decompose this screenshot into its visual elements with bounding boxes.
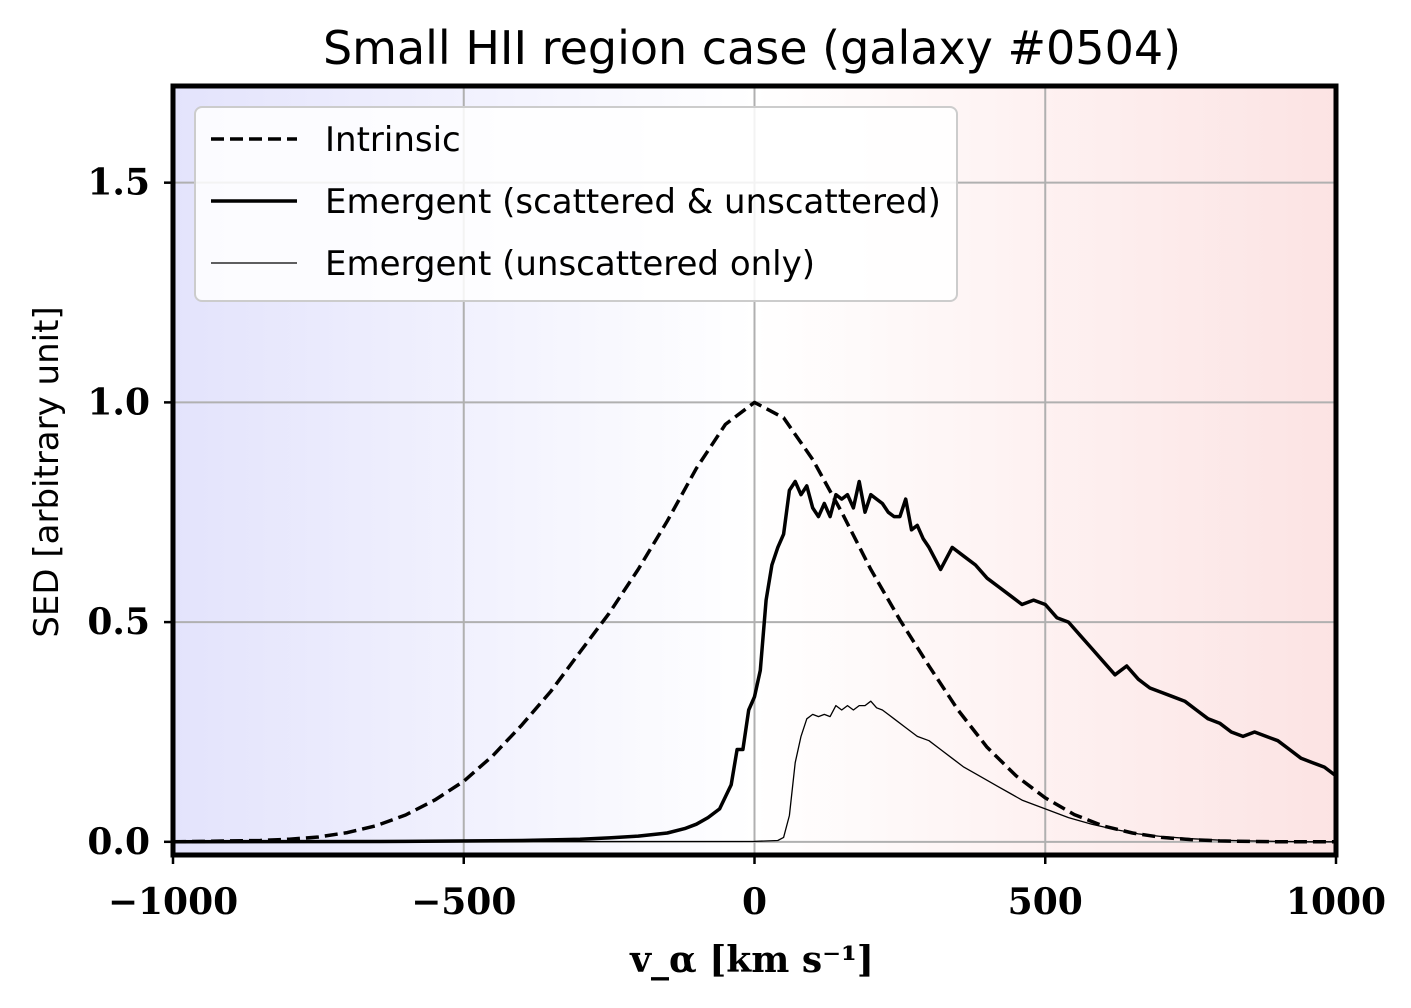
x-tick-label: −500 xyxy=(411,881,516,923)
legend: Intrinsic Emergent (scattered & unscatter… xyxy=(194,106,958,302)
series-line-2 xyxy=(173,700,1336,843)
series-line-1 xyxy=(173,479,1336,844)
x-tick-label: 0 xyxy=(742,881,767,923)
series-layer xyxy=(173,400,1336,844)
x-tick-label: 500 xyxy=(1008,881,1083,923)
x-axis-label: v_α [km s⁻¹] xyxy=(629,939,874,981)
y-tick-label: 1.0 xyxy=(87,381,150,423)
legend-label: Intrinsic xyxy=(325,120,461,160)
legend-box xyxy=(194,106,958,302)
axis-ticks: −1000 −500 0 500 1000 0.0 0.5 1.0 1.5 xyxy=(87,162,1386,923)
y-axis-label: SED [arbitrary unit] xyxy=(27,306,67,637)
legend-entries: Intrinsic Emergent (scattered & unscatter… xyxy=(211,120,941,284)
y-tick-label: 0.5 xyxy=(87,601,150,643)
legend-label: Emergent (unscattered only) xyxy=(325,244,815,284)
series-line-0 xyxy=(173,400,1336,844)
y-tick-label: 0.0 xyxy=(87,821,150,863)
x-tick-label: 1000 xyxy=(1286,881,1386,923)
legend-label: Emergent (scattered & unscattered) xyxy=(325,182,941,222)
x-tick-label: −1000 xyxy=(108,881,238,923)
chart-title: Small HII region case (galaxy #0504) xyxy=(323,21,1181,75)
y-tick-label: 1.5 xyxy=(87,162,150,204)
